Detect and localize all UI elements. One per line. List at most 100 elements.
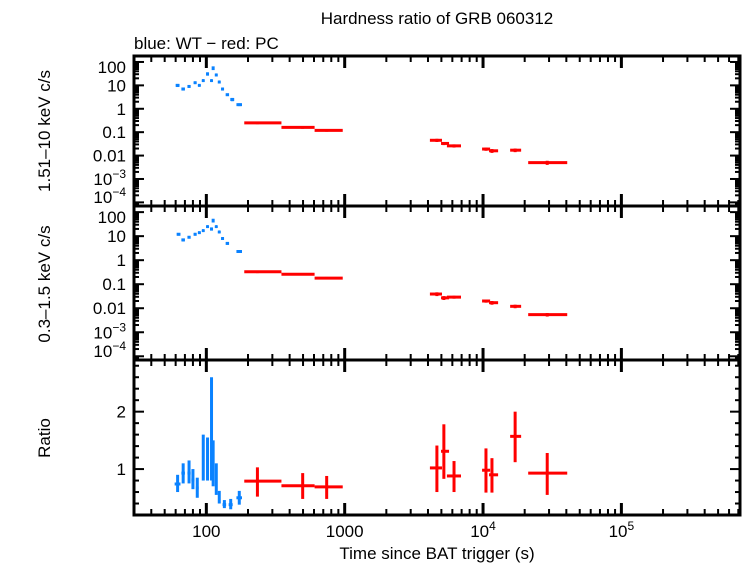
panel-frame — [132, 358, 742, 517]
data-point — [201, 434, 205, 481]
data-point — [225, 93, 230, 97]
data-point — [191, 469, 195, 490]
series-wt — [174, 377, 242, 510]
series-pc — [244, 270, 568, 317]
data-point — [206, 225, 210, 229]
chart-title: Hardness ratio of GRB 060312 — [321, 9, 553, 28]
data-point — [489, 458, 499, 493]
y-tick-label: 10−3 — [93, 167, 126, 189]
data-point — [225, 241, 230, 245]
data-point — [281, 473, 315, 499]
panel-frame — [132, 204, 742, 362]
data-point — [181, 238, 185, 242]
y-tick-label: 100 — [98, 58, 126, 77]
y-tick-label: 10 — [107, 76, 126, 95]
data-point — [314, 475, 343, 499]
data-point — [429, 292, 442, 297]
data-point — [201, 229, 205, 233]
data-point — [214, 225, 218, 229]
panel-3: 12 — [117, 358, 742, 517]
data-point — [197, 83, 201, 87]
data-point — [228, 498, 233, 510]
data-point — [214, 73, 218, 77]
data-point — [221, 236, 225, 240]
data-point — [482, 299, 491, 303]
data-point — [244, 270, 282, 274]
data-point — [281, 272, 315, 276]
y-tick-label: 2 — [117, 403, 126, 422]
y-tick-label: 10−4 — [93, 185, 126, 207]
data-point — [236, 249, 242, 253]
y-tick-label: 10 — [107, 227, 126, 246]
data-point — [210, 377, 214, 481]
data-point — [187, 235, 191, 239]
data-point — [236, 103, 242, 107]
data-point — [230, 97, 235, 102]
data-point — [193, 232, 197, 236]
data-point — [528, 313, 568, 317]
data-point — [181, 463, 185, 484]
data-point — [221, 87, 225, 91]
series-wt — [175, 66, 242, 107]
data-point — [210, 227, 214, 231]
data-point — [236, 490, 242, 505]
y-tick-label: 0.1 — [102, 275, 126, 294]
data-point — [211, 440, 215, 487]
data-point — [482, 147, 491, 151]
data-point — [441, 141, 450, 146]
data-point — [193, 81, 197, 85]
data-point — [176, 232, 181, 236]
chart-subtitle: blue: WT − red: PC — [134, 34, 279, 53]
data-point — [175, 83, 180, 88]
data-point — [181, 87, 185, 91]
y-axis-label-soft: 0.3–1.5 keV c/s — [35, 225, 54, 342]
series-pc — [244, 411, 568, 499]
data-point — [489, 300, 499, 305]
data-point — [429, 445, 442, 493]
data-point — [281, 125, 315, 129]
data-point — [528, 453, 568, 495]
x-axis-label: Time since BAT trigger (s) — [339, 544, 534, 563]
data-point — [314, 276, 343, 280]
data-point — [244, 467, 282, 497]
x-tick-label: 100 — [192, 522, 220, 541]
x-tick-label: 104 — [470, 519, 496, 541]
series-pc — [244, 121, 568, 165]
data-point — [441, 424, 450, 479]
data-point — [314, 128, 343, 132]
data-point — [195, 477, 199, 498]
data-point — [187, 460, 191, 484]
y-tick-label: 0.1 — [102, 123, 126, 142]
y-tick-label: 100 — [98, 208, 126, 227]
x-tick-label: 1000 — [326, 522, 364, 541]
data-point — [222, 500, 227, 509]
y-tick-label: 10−3 — [93, 320, 126, 342]
data-point — [446, 295, 462, 299]
data-point — [528, 160, 568, 165]
y-tick-label: 1 — [117, 460, 126, 479]
data-point — [217, 80, 221, 84]
data-point — [214, 463, 218, 495]
y-tick-label: 1 — [117, 251, 126, 270]
data-point — [211, 218, 215, 223]
data-point — [217, 230, 221, 234]
data-point — [510, 411, 522, 463]
x-tick-label: 105 — [609, 519, 635, 541]
data-point — [510, 148, 522, 153]
data-point — [429, 138, 442, 143]
data-point — [244, 121, 282, 125]
y-tick-label: 0.01 — [93, 299, 126, 318]
y-tick-label: 1 — [117, 100, 126, 119]
y-axis-label-hard: 1.51–10 keV c/s — [35, 70, 54, 192]
data-point — [489, 149, 499, 153]
data-point — [211, 66, 215, 71]
series-wt — [176, 218, 242, 253]
data-point — [187, 84, 191, 88]
data-point — [201, 79, 205, 83]
panel-frame — [132, 54, 742, 208]
data-point — [197, 231, 201, 235]
data-point — [174, 474, 181, 493]
